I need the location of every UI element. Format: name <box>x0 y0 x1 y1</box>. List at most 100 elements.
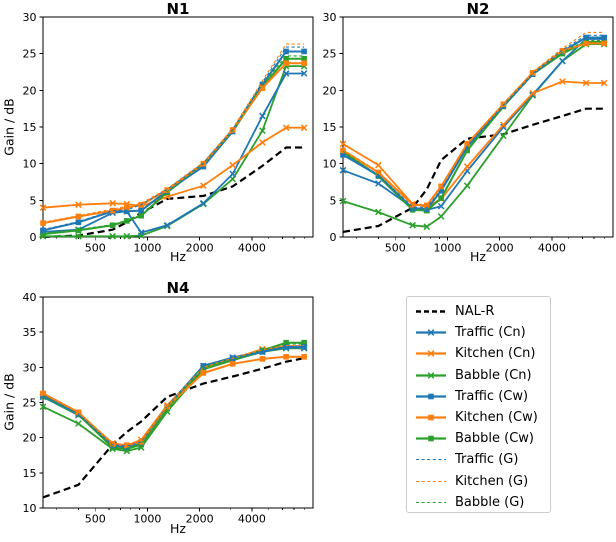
legend-item-kitchen-cn-: Kitchen (Cn) <box>414 343 550 364</box>
x-tick-label: 4000 <box>238 242 266 255</box>
legend-line-sample <box>416 371 446 379</box>
legend-line-sample <box>416 480 446 482</box>
y-tick-label: 30 <box>323 11 337 24</box>
legend-label: Babble (G) <box>455 494 525 510</box>
series-Kitchen (Cn) <box>39 124 308 211</box>
legend-label: Kitchen (G) <box>455 473 529 489</box>
x-tick-label: 4000 <box>238 513 266 526</box>
x-tick-label: 500 <box>385 242 406 255</box>
legend-label: Babble (Cw) <box>455 431 534 447</box>
legend-item-traffic-cn-: Traffic (Cn) <box>414 322 550 343</box>
legend-item-kitchen-cw-: Kitchen (Cw) <box>414 407 550 428</box>
x-tick-label: 500 <box>85 242 106 255</box>
series-NAL-R <box>342 107 605 233</box>
legend-item-traffic-g-: Traffic (G) <box>414 449 550 470</box>
y-tick-label: 30 <box>23 11 37 24</box>
y-tick-label: 10 <box>323 158 337 171</box>
legend-line-sample <box>416 329 446 337</box>
axes-frame <box>342 16 614 238</box>
markers-Babble (Cw) <box>340 39 607 214</box>
y-tick-label: 25 <box>23 397 37 410</box>
series-NAL-R <box>42 146 305 239</box>
y-tick-label: 20 <box>23 432 37 445</box>
x-axis-label-n1: Hz <box>170 249 186 264</box>
series-Traffic (Cn) <box>39 70 308 236</box>
x-axis-label-n2: Hz <box>470 249 486 264</box>
markers-Babble (Cn) <box>39 62 308 240</box>
y-tick-label: 0 <box>30 231 37 244</box>
y-axis-label-n1: Gain / dB <box>1 98 17 156</box>
legend-line-sample <box>416 459 446 461</box>
y-tick-label: 10 <box>23 502 37 515</box>
y-tick-label: 5 <box>30 194 37 207</box>
y-tick-label: 35 <box>23 326 37 339</box>
series-Babble (Cw) <box>40 339 307 452</box>
plot-title-n4: N4 <box>166 279 190 297</box>
y-axis-label-n4: Gain / dB <box>1 373 17 431</box>
series-Traffic (G) <box>342 34 605 209</box>
x-tick-label: 2000 <box>486 242 514 255</box>
y-tick-label: 15 <box>323 121 337 134</box>
markers-Traffic (Cw) <box>40 344 307 450</box>
legend-line-sample <box>416 310 446 313</box>
markers-Kitchen (Cw) <box>340 40 607 209</box>
series-Kitchen (G) <box>342 31 605 206</box>
axes-frame <box>42 296 314 509</box>
x-tick-label: 1000 <box>133 242 161 255</box>
y-tick-label: 15 <box>23 121 37 134</box>
series-Traffic (Cn) <box>339 35 608 214</box>
markers-Traffic (Cn) <box>39 70 308 236</box>
series-Traffic (G) <box>42 46 305 231</box>
x-axis-label-n4: Hz <box>170 521 186 536</box>
series-Traffic (Cw) <box>40 344 307 450</box>
y-tick-label: 25 <box>23 48 37 61</box>
legend-label: Kitchen (Cw) <box>455 410 538 426</box>
markers-Kitchen (Cn) <box>39 124 308 211</box>
x-tick-label: 2000 <box>186 513 214 526</box>
y-tick-label: 20 <box>23 84 37 97</box>
x-tick-label: 1000 <box>133 513 161 526</box>
y-tick-label: 40 <box>23 291 37 304</box>
legend-line-sample <box>416 393 446 400</box>
plot-n4: 500 1000 2000 4000 10 15 20 25 30 35 40 <box>23 291 314 526</box>
legend-label: Traffic (Cn) <box>455 325 526 341</box>
legend: NAL-R Traffic (Cn) Kitchen (Cn) Babble (Cn)… <box>406 296 551 513</box>
plot-title-n1: N1 <box>166 0 190 18</box>
plot-n1: 500 1000 2000 4000 0 5 10 15 20 25 30 <box>23 11 314 255</box>
series-Babble (G) <box>42 55 305 234</box>
markers-Babble (Cw) <box>40 339 307 452</box>
y-tick-label: 10 <box>23 158 37 171</box>
series-Kitchen (G) <box>42 43 305 223</box>
y-tick-label: 25 <box>323 48 337 61</box>
series-Babble (Cn) <box>39 62 308 240</box>
legend-label: NAL-R <box>455 304 495 320</box>
legend-label: Babble (Cn) <box>455 367 532 383</box>
legend-line-sample <box>416 501 446 503</box>
legend-line-sample <box>416 414 446 421</box>
legend-item-traffic-cw-: Traffic (Cw) <box>414 386 550 407</box>
legend-label: Traffic (Cw) <box>455 388 529 404</box>
series-Babble (Cw) <box>340 39 607 214</box>
series-Kitchen (Cw) <box>340 40 607 209</box>
y-tick-label: 5 <box>330 194 337 207</box>
legend-line-sample <box>416 435 446 442</box>
x-tick-label: 4000 <box>538 242 566 255</box>
y-tick-label: 20 <box>323 84 337 97</box>
legend-item-babble-g-: Babble (G) <box>414 492 550 513</box>
markers-Traffic (Cn) <box>339 35 608 214</box>
legend-item-kitchen-g-: Kitchen (G) <box>414 471 550 492</box>
legend-line-sample <box>416 350 446 358</box>
legend-label: Traffic (G) <box>455 452 519 468</box>
legend-item-nal-r: NAL-R <box>414 301 550 322</box>
series-NAL-R <box>42 357 305 499</box>
x-tick-label: 500 <box>85 513 106 526</box>
legend-label: Kitchen (Cn) <box>455 346 536 362</box>
y-tick-label: 0 <box>330 231 337 244</box>
plot-title-n2: N2 <box>466 0 490 18</box>
y-tick-label: 30 <box>23 361 37 374</box>
series-Kitchen (Cw) <box>40 60 307 226</box>
legend-item-babble-cn-: Babble (Cn) <box>414 365 550 386</box>
series-Babble (G) <box>342 39 605 211</box>
